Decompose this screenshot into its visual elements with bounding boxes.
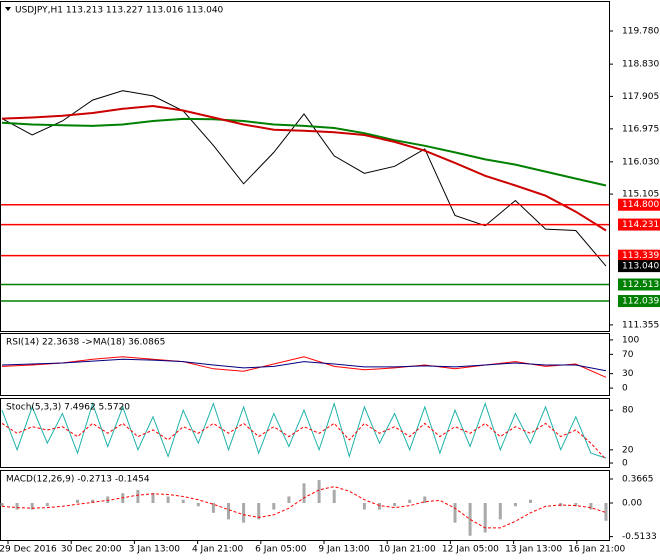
x-tick-label: 10 Jan 21:00 bbox=[379, 545, 436, 555]
histogram-bar bbox=[453, 503, 457, 523]
histogram-bar bbox=[91, 499, 95, 504]
y-tick-label: 20 bbox=[622, 445, 634, 455]
y-tick-label: 30 bbox=[622, 369, 634, 379]
histogram-bar bbox=[529, 499, 532, 504]
level-tag bbox=[618, 218, 660, 231]
series-line bbox=[1, 486, 607, 529]
panel-frame bbox=[0, 1, 610, 332]
histogram-bar bbox=[498, 503, 502, 520]
y-tick-label: 0 bbox=[622, 459, 628, 469]
x-tick-label: 6 Jan 05:00 bbox=[255, 545, 307, 555]
panel-title: MACD(12,26,9) -0.2713 -0.1454 bbox=[6, 475, 150, 485]
x-tick-label: 3 Jan 13:00 bbox=[129, 545, 181, 555]
x-tick-label: 4 Jan 21:00 bbox=[192, 545, 244, 555]
x-tick-label: 13 Jan 13:00 bbox=[505, 545, 562, 555]
y-tick-label: 0.3665 bbox=[622, 475, 654, 485]
panel-frame bbox=[0, 398, 610, 468]
level-tag bbox=[618, 295, 660, 308]
level-tag bbox=[618, 249, 660, 262]
histogram-bar bbox=[483, 503, 487, 533]
panel-title: RSI(14) 22.3638 ->MA(18) 36.0865 bbox=[6, 338, 165, 348]
panel-title: Stoch(5,3,3) 7.4962 5.5720 bbox=[6, 403, 130, 413]
histogram-bar bbox=[378, 503, 381, 510]
histogram-bar bbox=[574, 503, 578, 507]
histogram-bar bbox=[604, 503, 608, 521]
histogram-bar bbox=[196, 503, 200, 507]
y-tick-label: 118.830 bbox=[622, 60, 659, 70]
level-label: 112.039 bbox=[622, 297, 659, 307]
y-tick-label: 116.030 bbox=[622, 157, 659, 167]
level-label: 114.231 bbox=[622, 220, 659, 230]
x-tick-label: 16 Jan 21:00 bbox=[568, 545, 625, 555]
histogram-bar bbox=[362, 503, 366, 510]
panel-title: USDJPY,H1 113.213 113.227 113.016 113.04… bbox=[15, 6, 224, 16]
y-tick-label: 111.355 bbox=[622, 320, 659, 330]
level-tag bbox=[618, 198, 660, 211]
y-tick-label: 0 bbox=[622, 384, 628, 394]
histogram-bar bbox=[227, 503, 230, 520]
series-line bbox=[1, 90, 607, 267]
level-label: 113.339 bbox=[622, 251, 659, 261]
histogram-bar bbox=[151, 493, 155, 504]
x-tick-label: 12 Jan 05:00 bbox=[442, 545, 499, 555]
level-tag bbox=[618, 260, 660, 273]
y-tick-label: 0.00 bbox=[622, 499, 642, 509]
x-tick-label: 30 Dec 20:00 bbox=[61, 545, 122, 555]
histogram-bar bbox=[589, 503, 593, 510]
series-line bbox=[1, 117, 607, 187]
y-tick-label: -0.5133 bbox=[622, 532, 657, 542]
histogram-bar bbox=[15, 503, 19, 510]
histogram-bar bbox=[181, 499, 185, 504]
histogram-bar bbox=[513, 503, 517, 507]
series-line bbox=[1, 401, 607, 459]
histogram-bar bbox=[136, 489, 140, 504]
histogram-bar bbox=[393, 503, 397, 507]
collapse-icon bbox=[5, 7, 11, 11]
x-tick-label: 9 Jan 13:00 bbox=[318, 545, 370, 555]
level-label: 112.513 bbox=[622, 280, 659, 290]
histogram-bar bbox=[302, 483, 306, 504]
series-line bbox=[1, 422, 607, 460]
histogram-bar bbox=[317, 480, 321, 504]
y-tick-label: 100 bbox=[622, 335, 639, 345]
y-tick-label: 116.975 bbox=[622, 124, 659, 134]
level-tag bbox=[618, 278, 660, 291]
level-label: 114.800 bbox=[622, 200, 659, 210]
histogram-bar bbox=[45, 503, 49, 507]
y-tick-label: 70 bbox=[622, 350, 634, 360]
x-tick-label: 29 Dec 2016 bbox=[0, 545, 57, 555]
histogram-bar bbox=[332, 489, 336, 504]
histogram-bar bbox=[423, 496, 427, 504]
histogram-bar bbox=[0, 503, 4, 507]
histogram-bar bbox=[408, 499, 412, 504]
histogram-bar bbox=[166, 496, 170, 504]
series-line bbox=[1, 356, 607, 378]
histogram-bar bbox=[76, 499, 79, 504]
level-label: 113.040 bbox=[622, 262, 659, 272]
histogram-bar bbox=[468, 503, 472, 536]
y-tick-label: 117.905 bbox=[622, 92, 659, 102]
histogram-bar bbox=[257, 503, 261, 520]
series-line bbox=[1, 358, 607, 372]
histogram-bar bbox=[106, 496, 110, 504]
histogram-bar bbox=[30, 503, 34, 510]
y-tick-label: 80 bbox=[622, 406, 634, 416]
histogram-bar bbox=[211, 503, 215, 513]
y-tick-label: 119.780 bbox=[622, 27, 659, 37]
histogram-bar bbox=[272, 503, 276, 510]
panel-frame bbox=[0, 333, 610, 396]
histogram-bar bbox=[287, 496, 291, 504]
series-line bbox=[1, 104, 607, 232]
y-tick-label: 115.105 bbox=[622, 190, 659, 200]
histogram-bar bbox=[242, 503, 246, 523]
